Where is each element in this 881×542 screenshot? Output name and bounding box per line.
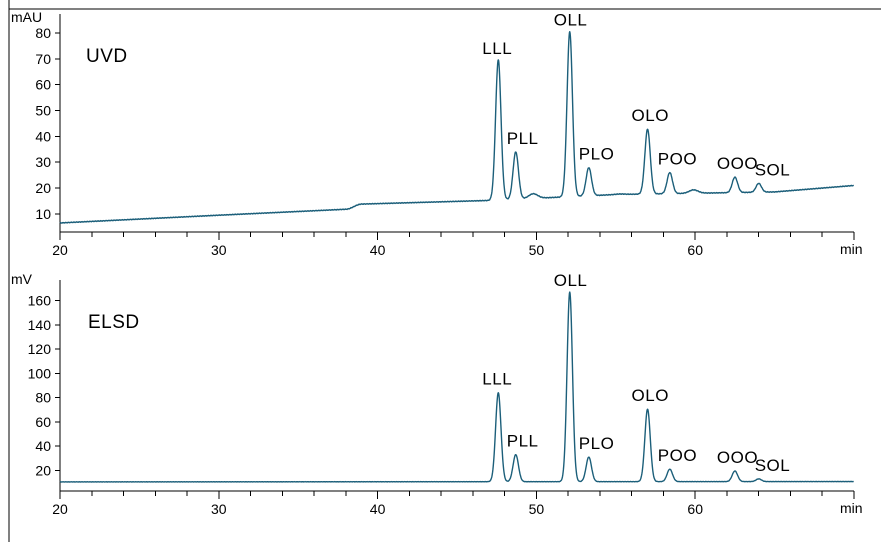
elsd-x-tick-label: 50 (529, 501, 545, 517)
elsd-peak-label-lll: LLL (482, 370, 512, 389)
uvd-y-tick-label: 50 (35, 102, 51, 118)
elsd-peak-label-plo: PLO (579, 434, 615, 453)
uvd-peak-label-oll: OLL (554, 11, 588, 30)
uvd-peak-label-pll: PLL (507, 129, 539, 148)
elsd-y-unit: mV (11, 271, 33, 287)
uvd-peak-label-lll: LLL (482, 39, 512, 58)
elsd-y-tick-label: 40 (35, 438, 51, 454)
uvd-y-tick-label: 60 (35, 77, 51, 93)
elsd-detector-label: ELSD (88, 312, 140, 333)
elsd-peak-label-pll: PLL (507, 432, 539, 451)
elsd-y-tick-label: 20 (35, 462, 51, 478)
elsd-peak-label-olo: OLO (632, 386, 669, 405)
elsd-y-tick-label: 120 (28, 341, 52, 357)
elsd-x-unit: min (840, 500, 863, 516)
uvd-trace (59, 30, 855, 224)
uvd-y-tick-label: 80 (35, 25, 51, 41)
uvd-panel: mAU min UVD 10 20 30 40 50 60 70 80 20 30 40 50 60 LL… (11, 9, 863, 258)
uvd-detector-label: UVD (86, 46, 128, 67)
uvd-x-tick-label: 60 (687, 242, 703, 258)
uvd-peak-label-ooo: OOO (717, 154, 758, 173)
elsd-x-tick-label: 20 (52, 501, 68, 517)
elsd-y-tick-label: 60 (35, 414, 51, 430)
elsd-peak-label-ooo: OOO (717, 448, 758, 467)
elsd-panel: mV min ELSD 20 40 60 80 100 120 140 160 20 30 40 50… (11, 271, 863, 517)
elsd-y-tick-label: 80 (35, 390, 51, 406)
uvd-x-unit: min (840, 241, 863, 257)
uvd-y-tick-label: 20 (35, 180, 51, 196)
elsd-trace (59, 291, 855, 483)
uvd-peak-label-sol: SOL (755, 160, 791, 179)
uvd-y-tick-label: 70 (35, 51, 51, 67)
elsd-y-tick-label: 100 (28, 365, 52, 381)
uvd-peak-label-plo: PLO (579, 145, 615, 164)
elsd-y-tick-label: 140 (28, 317, 52, 333)
elsd-x-tick-label: 30 (211, 501, 227, 517)
uvd-x-tick-label: 30 (211, 242, 227, 258)
uvd-y-tick-label: 10 (35, 206, 51, 222)
elsd-peak-label-poo: POO (658, 446, 697, 465)
uvd-peak-label-poo: POO (658, 150, 697, 169)
elsd-x-tick-label: 40 (370, 501, 386, 517)
elsd-peak-label-oll: OLL (554, 271, 588, 290)
uvd-y-tick-label: 40 (35, 128, 51, 144)
uvd-y-unit: mAU (11, 9, 42, 25)
elsd-peak-label-sol: SOL (755, 456, 791, 475)
elsd-x-tick-label: 60 (687, 501, 703, 517)
uvd-x-tick-label: 40 (370, 242, 386, 258)
uvd-peak-label-olo: OLO (632, 106, 669, 125)
elsd-y-tick-label: 160 (28, 293, 52, 309)
uvd-y-tick-label: 30 (35, 154, 51, 170)
uvd-x-tick-label: 50 (529, 242, 545, 258)
uvd-x-tick-label: 20 (52, 242, 68, 258)
